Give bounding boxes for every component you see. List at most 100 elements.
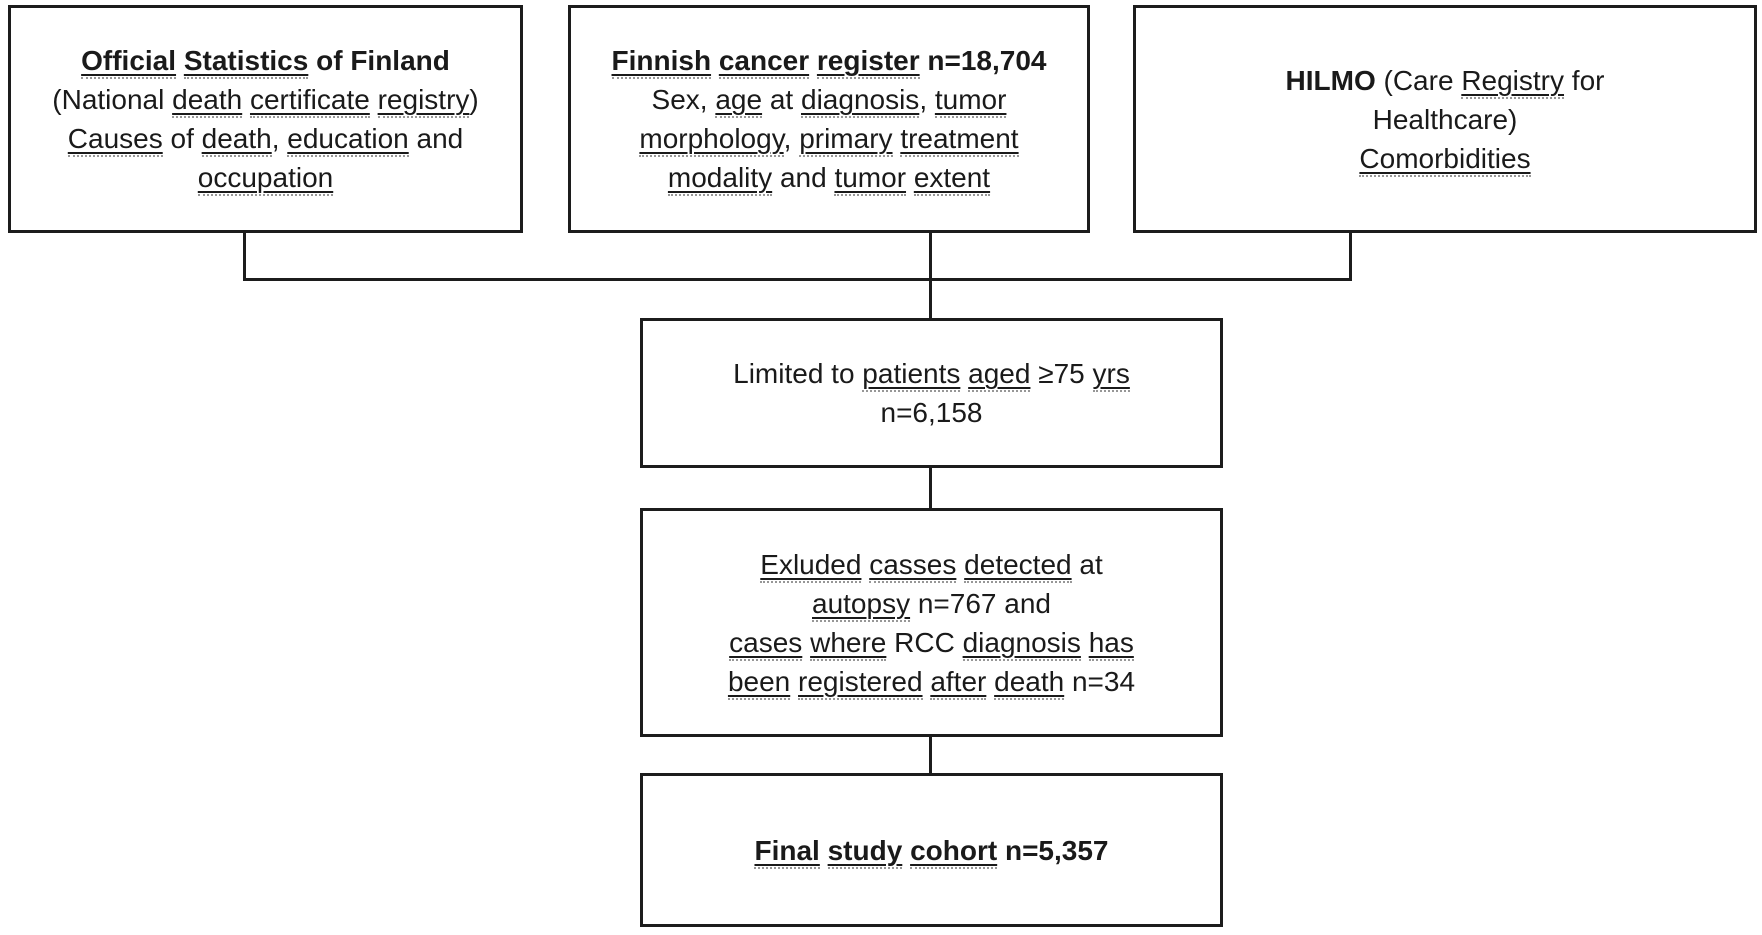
underlined-text-segment: aged — [968, 358, 1031, 392]
underlined-text-segment: been — [727, 665, 791, 700]
text-segment: Healthcare) — [1372, 103, 1518, 135]
text-segment: ) — [469, 84, 479, 115]
text-segment — [986, 666, 994, 697]
underlined-text-segment: age — [715, 84, 763, 118]
text-segment — [956, 549, 964, 580]
text-segment: RCC — [886, 626, 963, 658]
underlined-text-segment: occupation — [197, 162, 334, 196]
box-finnish-cancer-register: Finnish cancer register n=18,704 Sex, ag… — [568, 5, 1090, 233]
box-text-line: cases where RCC diagnosis has — [729, 623, 1134, 662]
box-excluded-cases: Exluded casses detected at autopsy n=767… — [640, 508, 1223, 737]
underlined-text-segment: cancer — [718, 45, 810, 79]
text-segment: ≥75 — [1030, 358, 1093, 389]
box-limited-to-aged-75: Limited to patients aged ≥75 yrs n=6,158 — [640, 318, 1223, 468]
text-segment: and — [772, 162, 835, 193]
underlined-text-segment: extent — [913, 162, 991, 196]
underlined-text-segment: treatment — [900, 123, 1019, 157]
box-text-line: Finnish cancer register n=18,704 — [611, 41, 1047, 80]
underlined-text-segment: Registry — [1461, 64, 1565, 99]
underlined-text-segment: autopsy — [812, 587, 911, 622]
connector-left-stub — [243, 233, 246, 281]
box-hilmo: HILMO (Care Registry for Healthcare) Com… — [1133, 5, 1757, 233]
text-segment — [1081, 627, 1089, 658]
underlined-text-segment: detected — [964, 548, 1072, 583]
box-text-line: modality and tumor extent — [667, 158, 991, 197]
underlined-text-segment: yrs — [1092, 358, 1130, 392]
text-segment: n=6,158 — [880, 397, 983, 428]
underlined-text-segment: education — [287, 123, 409, 157]
text-segment: n=5,357 — [997, 834, 1109, 866]
text-segment: of Finland — [308, 45, 450, 76]
underlined-text-segment: Statistics — [183, 45, 309, 79]
underlined-text-segment: registered — [798, 665, 923, 700]
box-text-line: (National death certificate registry) — [52, 80, 479, 119]
box-text-line: n=6,158 — [881, 393, 983, 432]
text-segment — [902, 835, 910, 866]
text-segment: at — [1071, 548, 1103, 580]
box-text-line: Exluded casses detected at — [760, 545, 1103, 584]
underlined-text-segment: study — [827, 834, 903, 869]
text-segment — [906, 162, 914, 193]
box-text-line: Limited to patients aged ≥75 yrs — [733, 354, 1130, 393]
underlined-text-segment: Comorbidities — [1359, 142, 1531, 177]
text-segment — [176, 45, 184, 76]
underlined-text-segment: Causes — [67, 123, 163, 157]
underlined-text-segment: cases — [729, 626, 803, 661]
connector-center-drop — [929, 233, 932, 321]
text-segment — [802, 627, 810, 658]
underlined-text-segment: death — [201, 123, 272, 157]
box-official-statistics: Official Statistics of Finland (National… — [8, 5, 523, 233]
text-segment: for — [1564, 64, 1605, 96]
underlined-text-segment: morphology — [639, 123, 784, 157]
text-segment: (Care — [1375, 64, 1462, 96]
text-segment: Sex, — [651, 84, 716, 115]
text-segment — [711, 45, 719, 76]
underlined-text-segment: primary — [799, 123, 893, 157]
underlined-text-segment: Final — [754, 834, 820, 869]
text-segment: n=767 and — [910, 587, 1051, 619]
underlined-text-segment: Exluded — [760, 548, 862, 583]
underlined-text-segment: death — [172, 84, 243, 118]
underlined-text-segment: tumor — [834, 162, 907, 196]
box-text-line: Healthcare) — [1373, 100, 1518, 139]
connector-right-stub — [1349, 233, 1352, 281]
text-segment: , — [919, 84, 935, 115]
text-segment: and — [408, 123, 464, 154]
underlined-text-segment: casses — [869, 548, 957, 583]
underlined-text-segment: after — [930, 665, 987, 700]
underlined-text-segment: registry — [377, 84, 470, 118]
text-segment: n=18,704 — [919, 45, 1047, 76]
box-text-line: morphology, primary treatment — [639, 119, 1019, 158]
underlined-text-segment: Finnish — [611, 45, 712, 79]
text-segment: n=34 — [1064, 665, 1136, 697]
text-segment: (National — [52, 84, 173, 115]
connector-excluded-to-final — [929, 735, 932, 775]
text-segment: , — [783, 123, 800, 154]
box-text-line: Causes of death, education and — [67, 119, 464, 158]
underlined-text-segment: cohort — [910, 834, 998, 869]
text-segment — [960, 358, 968, 389]
underlined-text-segment: Official — [81, 45, 177, 79]
text-segment: of — [162, 123, 202, 154]
underlined-text-segment: diagnosis — [962, 626, 1081, 661]
connector-limited-to-excluded — [929, 466, 932, 510]
box-text-line: been registered after death n=34 — [727, 662, 1136, 701]
text-segment: HILMO — [1285, 64, 1376, 96]
box-text-line: Comorbidities — [1359, 139, 1531, 178]
underlined-text-segment: where — [810, 626, 887, 661]
text-segment — [242, 84, 250, 115]
underlined-text-segment: register — [816, 45, 920, 79]
box-text-line: HILMO (Care Registry for — [1285, 61, 1605, 100]
connector-junction-bar — [243, 278, 1352, 281]
text-segment — [370, 84, 378, 115]
text-segment — [809, 45, 817, 76]
box-text-line: Final study cohort n=5,357 — [754, 831, 1109, 870]
box-text-line: autopsy n=767 and — [812, 584, 1051, 623]
text-segment: , — [271, 123, 288, 154]
box-final-study-cohort: Final study cohort n=5,357 — [640, 773, 1223, 927]
text-segment — [820, 835, 828, 866]
underlined-text-segment: modality — [667, 162, 773, 196]
text-segment: Limited to — [733, 358, 863, 389]
underlined-text-segment: diagnosis — [801, 84, 920, 118]
